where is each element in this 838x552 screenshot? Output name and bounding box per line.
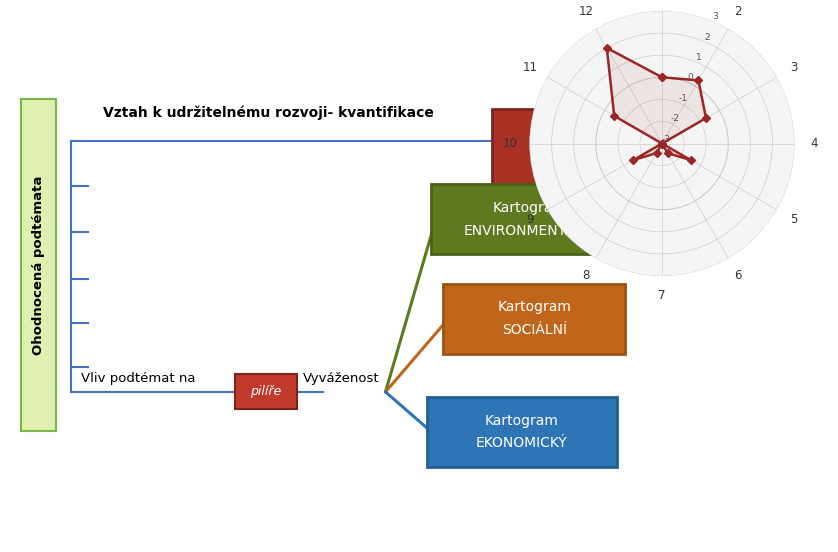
Text: Kartogram
SOCIÁLNÍ: Kartogram SOCIÁLNÍ <box>497 300 572 337</box>
Text: Vztah k udržitelnému rozvoji- kvantifikace: Vztah k udržitelnému rozvoji- kvantifika… <box>103 106 433 120</box>
FancyBboxPatch shape <box>431 184 629 254</box>
Text: pilíře: pilíře <box>251 385 282 398</box>
Text: Kartogram
ENVIRONMENTÁLNÍ: Kartogram ENVIRONMENTÁLNÍ <box>463 201 597 238</box>
Text: Témata
⇒  AMÉBA: Témata ⇒ AMÉBA <box>534 134 610 173</box>
FancyBboxPatch shape <box>235 374 297 409</box>
Text: Ohodnocená podtémata: Ohodnocená podtémata <box>32 176 45 354</box>
FancyBboxPatch shape <box>492 109 652 198</box>
Text: Vyváženost: Vyváženost <box>303 371 380 385</box>
FancyBboxPatch shape <box>427 397 617 467</box>
Polygon shape <box>607 48 706 160</box>
Text: Kartogram
EKONOMICKÝ: Kartogram EKONOMICKÝ <box>476 413 567 450</box>
FancyBboxPatch shape <box>443 284 625 354</box>
Text: Vliv podtémat na: Vliv podtémat na <box>81 371 195 385</box>
FancyBboxPatch shape <box>21 99 56 431</box>
